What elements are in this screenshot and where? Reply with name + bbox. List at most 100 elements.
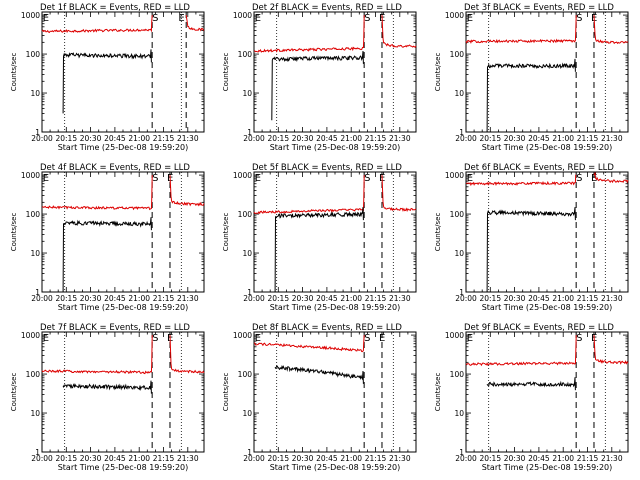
y-axis-label: Counts/sec — [10, 373, 18, 412]
lld-series-line-post — [593, 335, 629, 365]
lld-series-line-post — [593, 15, 629, 45]
y-tick-label: 1000 — [445, 11, 464, 20]
marker-e: E — [591, 173, 597, 184]
x-axis-label: Start Time (25-Dec-08 19:59:20) — [482, 463, 613, 472]
x-axis-label: Start Time (25-Dec-08 19:59:20) — [58, 463, 189, 472]
marker-s: S — [364, 333, 370, 344]
y-axis-label: Counts/sec — [10, 213, 18, 252]
y-tick-label: 10 — [454, 249, 464, 258]
marker-s: S — [576, 173, 582, 184]
plot-frame — [253, 11, 417, 133]
lld-series-line-post — [169, 175, 205, 207]
x-tick-label: 21:00 — [340, 294, 362, 303]
x-tick-label: 21:30 — [177, 454, 199, 463]
lld-series-line-post — [593, 171, 629, 184]
x-tick-label: 20:45 — [104, 294, 126, 303]
y-axis-label: Counts/sec — [222, 213, 230, 252]
plot-frame — [465, 331, 629, 453]
x-tick-label: 21:30 — [389, 294, 411, 303]
y-tick-label: 1000 — [21, 331, 40, 340]
marker-e: E — [255, 173, 261, 184]
x-tick-label: 20:00 — [243, 134, 265, 143]
x-tick-label: 20:00 — [31, 294, 53, 303]
y-tick-label: 1 — [35, 288, 40, 297]
panel-title: Det 2f BLACK = Events, RED = LLD — [252, 3, 402, 13]
x-tick-label: 21:30 — [389, 134, 411, 143]
events-series-line — [274, 364, 364, 384]
x-tick-label: 21:15 — [365, 134, 387, 143]
y-axis-label: Counts/sec — [434, 373, 442, 412]
marker-e: E — [43, 333, 49, 344]
detector-panel-9: Det 9f BLACK = Events, RED = LLD 1 10 100 10… — [434, 323, 629, 472]
x-tick-label: 20:45 — [104, 454, 126, 463]
y-tick-label: 1 — [247, 448, 252, 457]
x-tick-label: 21:15 — [153, 134, 175, 143]
x-tick-label: 20:30 — [292, 294, 314, 303]
x-tick-label: 20:30 — [80, 134, 102, 143]
marker-s: S — [576, 333, 582, 344]
y-tick-label: 100 — [450, 50, 465, 59]
x-tick-label: 21:30 — [601, 134, 623, 143]
events-series-line — [486, 58, 576, 133]
lld-series-line — [253, 15, 365, 53]
x-axis-label: Start Time (25-Dec-08 19:59:20) — [482, 303, 613, 312]
panel-title: Det 5f BLACK = Events, RED = LLD — [252, 163, 402, 173]
y-tick-label: 1000 — [233, 11, 252, 20]
detector-panel-2: Det 2f BLACK = Events, RED = LLD 1 10 100 10… — [222, 3, 417, 152]
y-tick-label: 1000 — [233, 171, 252, 180]
y-tick-label: 10 — [454, 89, 464, 98]
x-tick-label: 20:15 — [267, 454, 289, 463]
plot-frame — [253, 171, 417, 293]
y-tick-label: 10 — [454, 409, 464, 418]
x-tick-label: 21:15 — [577, 454, 599, 463]
lld-series-line — [465, 174, 577, 187]
y-tick-label: 100 — [238, 210, 253, 219]
x-tick-label: 20:00 — [455, 454, 477, 463]
lld-series-line-post — [381, 175, 417, 212]
lld-series-line — [42, 175, 153, 211]
x-tick-label: 21:30 — [601, 454, 623, 463]
y-tick-label: 10 — [30, 89, 40, 98]
y-tick-label: 10 — [30, 249, 40, 258]
y-tick-label: 1000 — [21, 171, 40, 180]
x-axis-label: Start Time (25-Dec-08 19:59:20) — [482, 143, 613, 152]
x-tick-label: 20:45 — [528, 134, 550, 143]
panel-title: Det 4f BLACK = Events, RED = LLD — [40, 163, 190, 173]
y-tick-label: 100 — [450, 210, 465, 219]
y-tick-label: 10 — [30, 409, 40, 418]
x-tick-label: 20:15 — [55, 454, 77, 463]
y-axis-label: Counts/sec — [222, 373, 230, 412]
lld-series-line-post — [381, 15, 417, 48]
y-tick-label: 1 — [35, 128, 40, 137]
y-tick-label: 100 — [238, 50, 253, 59]
panel-title: Det 7f BLACK = Events, RED = LLD — [40, 323, 190, 333]
x-tick-label: 21:00 — [128, 294, 150, 303]
x-axis-label: Start Time (25-Dec-08 19:59:20) — [58, 303, 189, 312]
x-tick-label: 20:00 — [455, 294, 477, 303]
y-tick-label: 100 — [26, 370, 41, 379]
x-tick-label: 20:30 — [292, 454, 314, 463]
panel-title: Det 6f BLACK = Events, RED = LLD — [464, 163, 614, 173]
y-tick-label: 100 — [26, 50, 41, 59]
marker-s: S — [152, 13, 158, 24]
x-tick-label: 21:00 — [128, 454, 150, 463]
plot-frame — [253, 331, 417, 453]
x-tick-label: 21:00 — [552, 454, 574, 463]
x-tick-label: 21:00 — [340, 134, 362, 143]
detector-panel-1: Det 1f BLACK = Events, RED = LLD 1 10 100 10… — [10, 3, 205, 152]
marker-e: E — [379, 333, 385, 344]
marker-e: E — [255, 333, 261, 344]
y-tick-label: 100 — [26, 210, 41, 219]
x-tick-label: 21:00 — [552, 134, 574, 143]
x-tick-label: 20:15 — [479, 134, 501, 143]
detector-panel-6: Det 6f BLACK = Events, RED = LLD 1 10 100 10… — [434, 163, 629, 312]
events-series-line — [271, 50, 364, 121]
detector-panel-5: Det 5f BLACK = Events, RED = LLD 1 10 100 10… — [222, 163, 417, 312]
x-tick-label: 21:15 — [365, 294, 387, 303]
marker-s: S — [364, 173, 370, 184]
marker-e: E — [178, 13, 184, 24]
y-tick-label: 10 — [242, 89, 252, 98]
marker-e: E — [467, 173, 473, 184]
y-tick-label: 1 — [459, 128, 464, 137]
